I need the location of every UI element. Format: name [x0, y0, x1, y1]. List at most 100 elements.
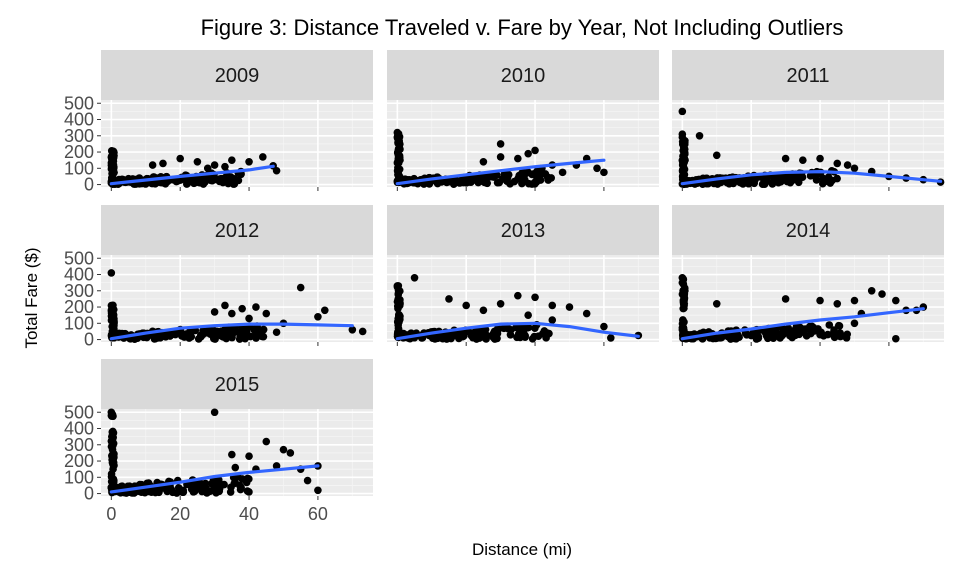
facet-2014: 2014 — [672, 205, 944, 346]
data-point — [314, 312, 322, 321]
data-point — [193, 157, 202, 166]
data-point — [743, 330, 751, 339]
data-point — [189, 488, 198, 496]
data-point — [891, 296, 900, 305]
data-point — [496, 153, 505, 161]
chart-title: Figure 3: Distance Traveled v. Fare by Y… — [201, 15, 844, 40]
data-point — [209, 334, 218, 343]
data-point — [245, 314, 253, 323]
data-point — [210, 408, 219, 417]
facet-strip — [387, 205, 659, 255]
data-point — [493, 171, 501, 180]
data-point — [503, 324, 512, 332]
data-point — [794, 178, 803, 187]
data-point — [395, 152, 404, 160]
data-point — [496, 299, 505, 308]
data-point — [843, 330, 852, 339]
data-point — [548, 316, 557, 324]
data-point — [272, 166, 281, 175]
y-tick-label: 0 — [84, 175, 94, 195]
data-point — [168, 329, 177, 338]
data-point — [801, 325, 810, 333]
y-tick-label: 500 — [64, 248, 94, 268]
data-point — [878, 290, 886, 298]
y-tick-label: 200 — [64, 297, 94, 317]
data-point — [816, 296, 824, 305]
data-point — [396, 312, 404, 321]
facet-label: 2010 — [501, 65, 546, 87]
data-point — [528, 180, 536, 188]
data-point — [215, 476, 223, 484]
data-point — [543, 329, 551, 337]
data-point — [470, 328, 479, 337]
data-point — [231, 463, 240, 472]
data-point — [772, 175, 780, 184]
data-point — [514, 330, 523, 338]
y-axis-title: Total Fare ($) — [22, 247, 41, 348]
data-point — [109, 475, 118, 484]
data-point — [203, 164, 212, 173]
y-tick-label: 200 — [64, 142, 94, 162]
data-point — [320, 306, 329, 315]
data-point — [128, 489, 136, 497]
data-point — [217, 174, 226, 183]
data-point — [606, 334, 615, 342]
data-point — [210, 483, 219, 492]
data-point — [228, 331, 236, 340]
data-point — [210, 327, 219, 335]
data-point — [286, 449, 295, 457]
data-point — [395, 330, 403, 339]
data-point — [836, 332, 845, 341]
data-point — [812, 176, 821, 184]
data-point — [600, 168, 608, 177]
data-point — [524, 323, 533, 332]
data-point — [496, 140, 505, 148]
data-point — [181, 332, 189, 341]
x-tick-label: 60 — [308, 504, 328, 524]
data-point — [524, 311, 532, 319]
data-point — [262, 437, 271, 446]
y-tick-label: 300 — [64, 281, 94, 301]
data-point — [230, 178, 239, 186]
data-point — [806, 172, 815, 180]
data-point — [396, 140, 404, 148]
data-point — [459, 332, 468, 340]
y-tick-label: 100 — [64, 313, 94, 333]
data-point — [473, 174, 482, 183]
facet-strip — [101, 359, 373, 409]
data-point — [817, 328, 825, 337]
data-point — [520, 175, 529, 184]
data-point — [199, 330, 207, 339]
data-point — [108, 312, 116, 321]
data-point — [272, 328, 281, 337]
y-tick-label: 300 — [64, 435, 94, 455]
data-point — [262, 309, 271, 318]
data-point — [348, 326, 357, 334]
data-point — [228, 309, 236, 318]
data-point — [487, 172, 495, 181]
data-point — [395, 295, 404, 304]
points-2012 — [107, 269, 367, 344]
data-point — [245, 157, 253, 166]
data-point — [781, 295, 790, 303]
data-point — [774, 329, 783, 338]
data-point — [137, 488, 146, 497]
facet-label: 2009 — [215, 65, 260, 87]
data-point — [681, 156, 689, 164]
data-point — [157, 332, 165, 341]
data-point — [833, 299, 842, 308]
data-point — [679, 290, 688, 299]
data-point — [109, 305, 118, 314]
data-point — [809, 323, 818, 332]
data-point — [565, 303, 574, 311]
data-point — [826, 179, 835, 187]
data-point — [236, 481, 244, 490]
data-point — [238, 475, 246, 483]
data-point — [235, 335, 244, 343]
data-point — [541, 170, 550, 178]
data-point — [506, 330, 515, 339]
facet-strip — [387, 50, 659, 100]
data-point — [490, 334, 498, 342]
data-point — [108, 440, 116, 448]
